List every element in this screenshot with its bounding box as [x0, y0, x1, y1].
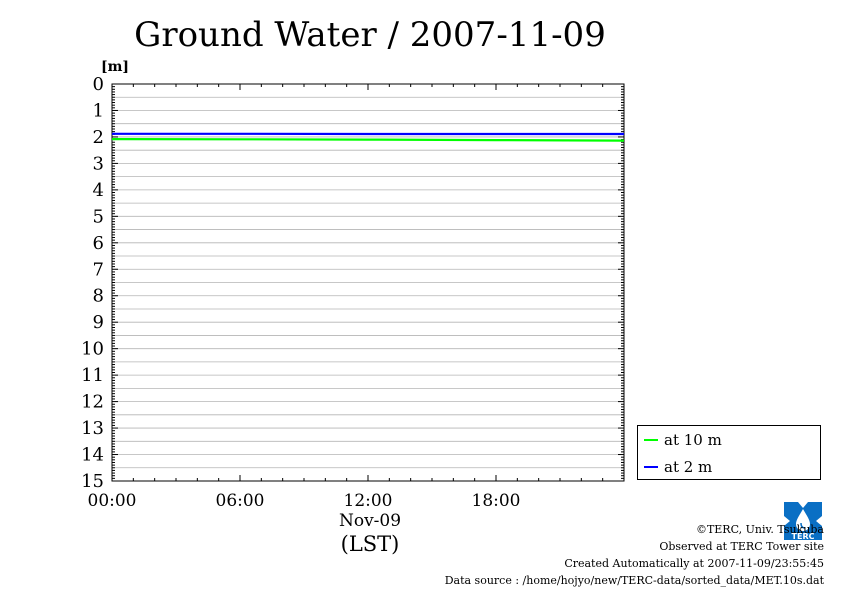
y-tick-label: 8 [93, 286, 104, 307]
footer-created: Created Automatically at 2007-11-09/23:5… [564, 557, 824, 570]
y-tick-label: 5 [93, 206, 104, 227]
date-label: Nov-09 [339, 511, 401, 531]
y-tick-label: 7 [93, 259, 104, 280]
y-tick-label: 2 [93, 127, 104, 148]
legend-item-2m: at 2 m [644, 457, 712, 477]
y-tick-label: 14 [81, 445, 104, 466]
series-line-10m [111, 138, 625, 142]
legend-item-10m: at 10 m [644, 430, 722, 450]
x-tick-label: 06:00 [216, 491, 265, 511]
y-tick-label: 1 [93, 100, 104, 121]
y-tick-label: 12 [81, 392, 104, 413]
legend: at 10 m at 2 m [637, 425, 821, 480]
y-axis-label: [m] [101, 59, 129, 75]
x-axis-label: (LST) [341, 532, 400, 556]
legend-swatch-2m [644, 466, 658, 468]
x-tick-label: 00:00 [88, 491, 137, 511]
y-tick-label: 3 [93, 153, 104, 174]
x-tick-label: 18:00 [472, 491, 521, 511]
x-tick-labels: 00:00 06:00 12:00 18:00 [88, 491, 521, 511]
y-tick-label: 0 [93, 74, 104, 95]
y-tick-label: 11 [81, 365, 104, 386]
y-tick-label: 13 [81, 418, 104, 439]
y-tick-label: 15 [81, 471, 104, 492]
x-tick-label: 12:00 [344, 491, 393, 511]
footer-copyright: ©TERC, Univ. Tsukuba [695, 523, 824, 536]
water-drop-logo-icon: TERC [784, 502, 822, 540]
legend-swatch-10m [644, 439, 658, 441]
grid [112, 96, 624, 469]
chart-title: Ground Water / 2007-11-09 [134, 15, 606, 55]
y-tick-label: 4 [93, 180, 104, 201]
y-tick-label: 10 [81, 339, 104, 360]
legend-label-2m: at 2 m [664, 458, 713, 476]
logo-text: TERC [792, 532, 815, 540]
footer-source: Data source : /home/hojyo/new/TERC-data/… [444, 574, 824, 587]
y-tick-label: 6 [93, 233, 104, 254]
footer-observed: Observed at TERC Tower site [659, 540, 824, 553]
legend-label-10m: at 10 m [664, 431, 722, 449]
axis-ticks [111, 83, 625, 482]
y-tick-label: 9 [93, 312, 104, 333]
series-lines [111, 132, 625, 142]
